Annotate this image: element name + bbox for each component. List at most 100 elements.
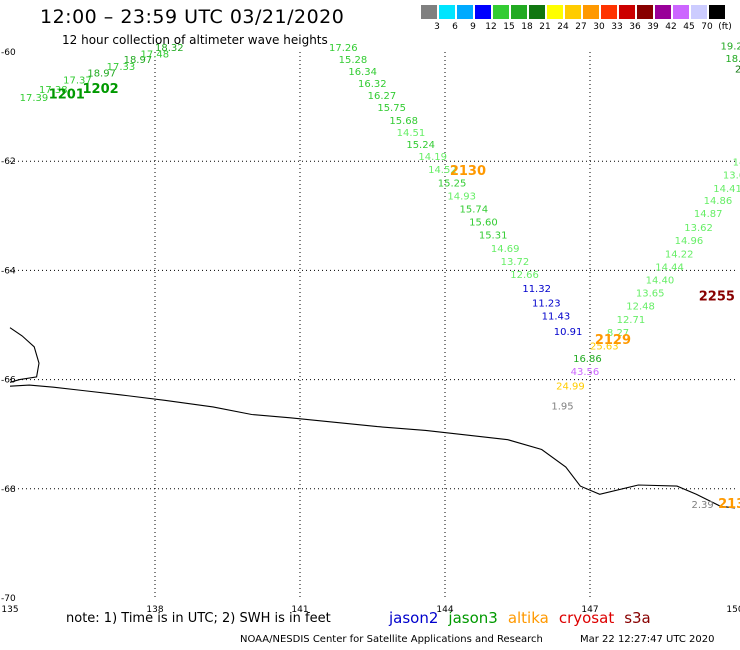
lon-tick-label: 147 [581, 605, 598, 615]
colorbar-label: 36 [629, 22, 641, 32]
pass-time-label: 1201 [49, 87, 85, 102]
swh-value: 17.33 [107, 62, 136, 73]
swh-value: 17.39 [20, 93, 49, 104]
coastline-inlet [9, 327, 40, 383]
colorbar-swatch [457, 5, 473, 19]
swh-value: 18.97 [87, 69, 116, 80]
swh-value: 11.23 [532, 298, 561, 309]
axis-ticks: 135 138 141 144 147 150 -60 -62 -64 -66 -68 -70 [1, 48, 740, 615]
swh-value: 15.25 [438, 178, 467, 189]
swh-value: 16.34 [348, 67, 377, 78]
lon-tick-label: 144 [436, 605, 453, 615]
swh-value: 12.71 [617, 315, 646, 326]
colorbar-label: 24 [557, 22, 569, 32]
colorbar-label: 27 [575, 22, 587, 32]
swh-value: 2.39 [692, 500, 714, 511]
swh-value: 14.19 [418, 152, 447, 163]
lat-tick-label: -70 [1, 594, 16, 604]
note-text: note: 1) Time is in UTC; 2) SWH is in fe… [66, 611, 331, 626]
colorbar-label: (ft) [718, 22, 732, 32]
swh-value: 13.65 [636, 289, 665, 300]
legend-item-s3a: s3a [624, 609, 651, 627]
pass-time-label: 2129 [595, 333, 631, 348]
colorbar-label: 30 [593, 22, 605, 32]
colorbar-label: 21 [539, 22, 551, 32]
lon-tick-label: 135 [1, 605, 18, 615]
colorbar-swatch [601, 5, 617, 19]
swh-value: 15.28 [339, 55, 368, 66]
swh-value: 14.41 [713, 184, 740, 195]
swh-value: 13.72 [501, 257, 530, 268]
lon-tick-label: 150 [726, 605, 740, 615]
swh-value: 14.40 [646, 276, 675, 287]
colorbar-label: 18 [521, 22, 533, 32]
colorbar-swatch [439, 5, 455, 19]
swh-value: 18.51 [725, 54, 740, 65]
swh-value: 15.60 [469, 218, 498, 229]
swh-value: 14.93 [447, 191, 476, 202]
swh-value: 14.22 [665, 249, 694, 260]
colorbar-swatch [421, 5, 437, 19]
pass-time-label: 213 [718, 497, 740, 512]
swh-value: 8.27 [607, 328, 629, 339]
colorbar-swatch [619, 5, 635, 19]
legend-item-cryosat: cryosat [558, 609, 615, 627]
lon-tick-label: 141 [291, 605, 308, 615]
swh-value: 14.96 [675, 236, 704, 247]
pass-time-label: 2130 [450, 164, 486, 179]
colorbar-label: 42 [665, 22, 677, 32]
colorbar-label: 33 [611, 22, 623, 32]
pass-time-label: 1202 [83, 82, 119, 97]
lat-tick-label: -64 [1, 266, 16, 276]
colorbar-swatch [529, 5, 545, 19]
swh-value: 14.01 [733, 158, 740, 169]
colorbar-swatch [475, 5, 491, 19]
coastline-main [9, 384, 736, 509]
colorbar-label: 12 [485, 22, 497, 32]
swh-value: 17.37 [63, 76, 92, 87]
colorbar-swatch [547, 5, 563, 19]
lon-tick-label: 138 [146, 605, 163, 615]
swh-value: 15.68 [389, 116, 418, 127]
colorbar-label: 3 [434, 22, 440, 32]
lat-tick-label: -68 [1, 485, 16, 495]
swh-value: 17.38 [39, 85, 68, 96]
swh-value: 1.95 [551, 402, 573, 413]
swh-value: 15.24 [406, 140, 435, 151]
lat-tick-label: -66 [1, 376, 16, 386]
colorbar-swatch [673, 5, 689, 19]
colorbar-label: 70 [701, 22, 713, 32]
swh-value: 15.31 [479, 231, 508, 242]
swh-value: 14.86 [704, 196, 733, 207]
lat-tick-label: -60 [1, 48, 16, 58]
colorbar-label: 15 [503, 22, 515, 32]
legend-item-jason2: jason2 [389, 609, 439, 627]
swh-value: 12.66 [510, 270, 539, 281]
swh-value: 16.32 [358, 79, 387, 90]
swh-value: 20.71 [735, 65, 740, 76]
legend-item-altika: altika [507, 609, 549, 627]
swh-value: 15.74 [460, 205, 489, 216]
colorbar-swatch [565, 5, 581, 19]
legend-item-jason3: jason3 [448, 609, 498, 627]
coastline [9, 327, 736, 509]
colorbar-swatch [691, 5, 707, 19]
colorbar-swatch [709, 5, 725, 19]
swh-value: 14.51 [397, 128, 426, 139]
swh-value: 18.97 [124, 55, 153, 66]
swh-value: 12.48 [626, 302, 655, 313]
swh-value: 15.75 [377, 103, 406, 114]
swh-value: 25.63 [590, 342, 619, 353]
map-subtitle: 12 hour collection of altimeter wave hei… [62, 33, 328, 47]
swh-value: 16.86 [573, 354, 602, 365]
swh-value: 10.91 [554, 327, 583, 338]
colorbar-swatch [511, 5, 527, 19]
colorbar-label: 6 [452, 22, 458, 32]
swh-value: 13.66 [723, 171, 740, 182]
swh-value: 43.56 [571, 367, 600, 378]
swh-value: 17.48 [141, 49, 170, 60]
swh-value: 11.32 [522, 284, 551, 295]
swh-value: 17.26 [329, 43, 358, 54]
swh-points: 17.3917.3817.3718.9717.3318.9717.4818.32… [20, 41, 740, 511]
